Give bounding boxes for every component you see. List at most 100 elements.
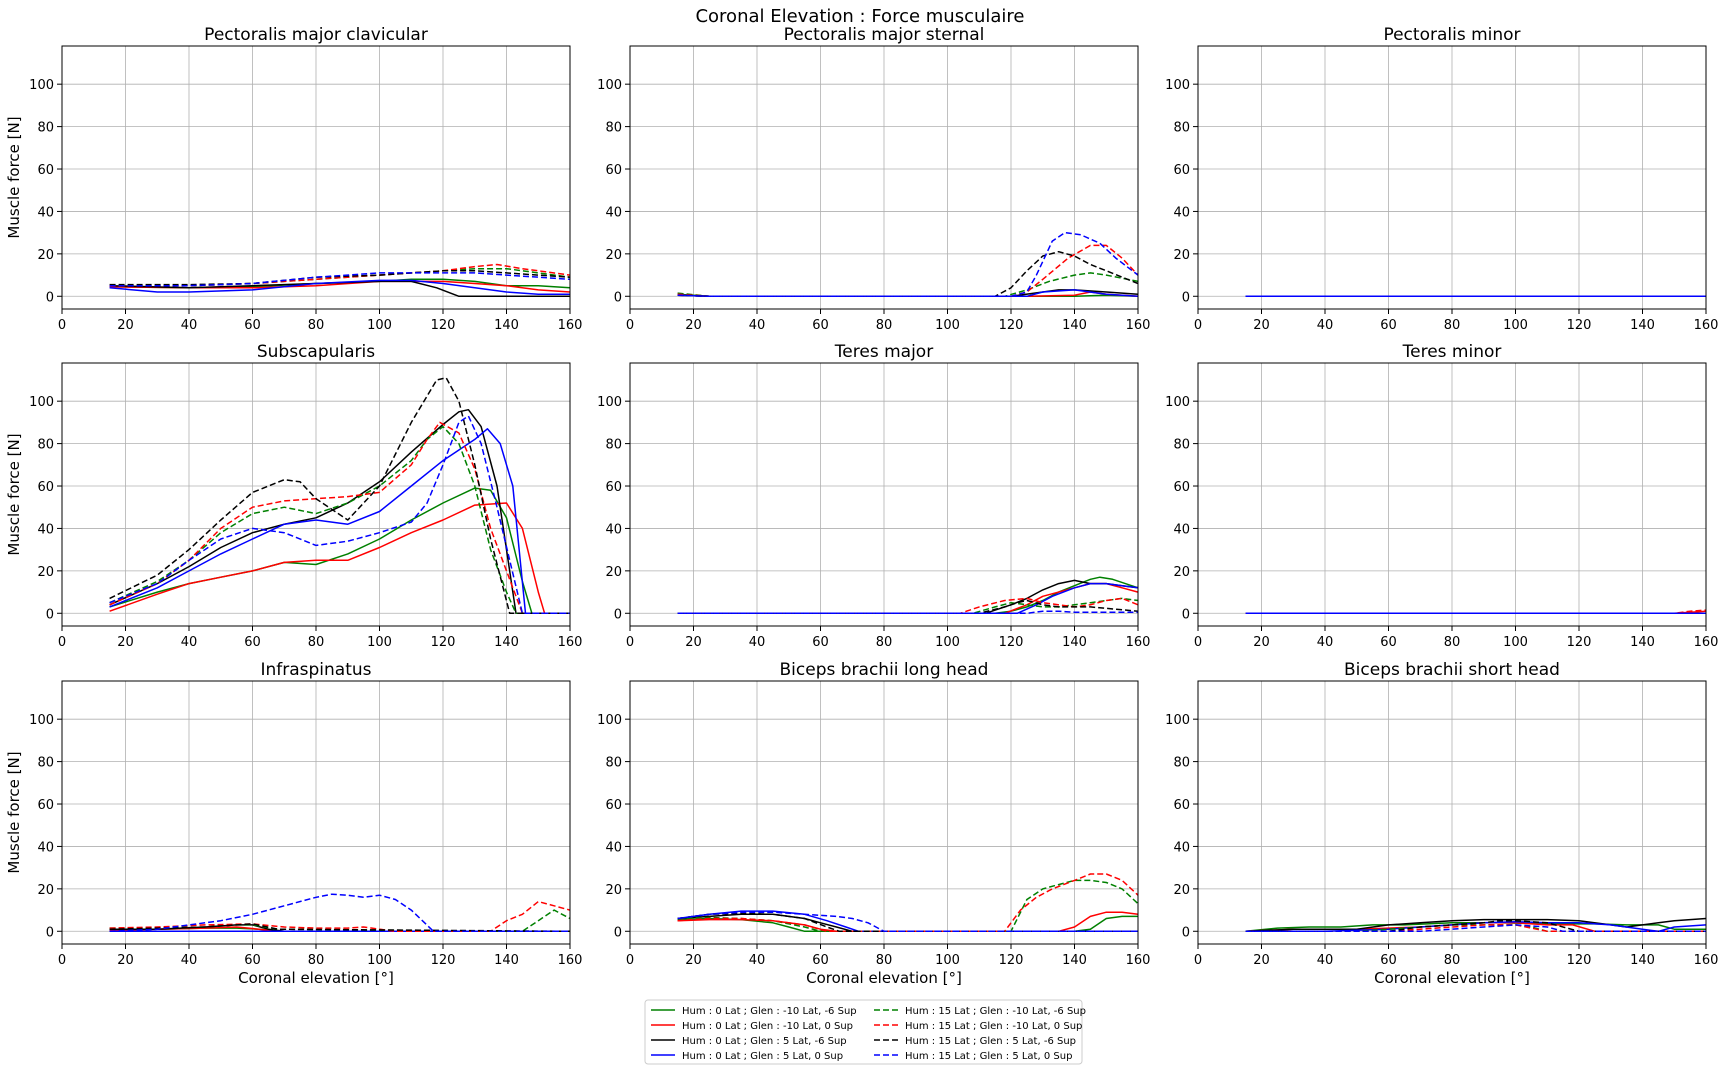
x-tick-label: 140 xyxy=(494,953,519,968)
x-tick-label: 80 xyxy=(876,635,893,650)
x-tick-label: 60 xyxy=(244,318,261,333)
x-tick-label: 40 xyxy=(181,318,198,333)
x-tick-label: 20 xyxy=(1253,318,1270,333)
y-tick-label: 100 xyxy=(1165,713,1190,728)
y-tick-label: 100 xyxy=(597,395,622,410)
x-tick-label: 20 xyxy=(1253,635,1270,650)
subplot-8: 0 20 40 60 80 100 120 140 160 0 20 40 60 80 100 Biceps … xyxy=(597,660,1150,987)
x-tick-label: 140 xyxy=(1630,953,1655,968)
legend-label: Hum : 15 Lat ; Glen : -10 Lat, -6 Sup xyxy=(905,1006,1086,1017)
x-tick-label: 40 xyxy=(749,635,766,650)
legend-label: Hum : 15 Lat ; Glen : -10 Lat, 0 Sup xyxy=(905,1021,1082,1032)
subplot-title: Subscapularis xyxy=(257,342,375,362)
x-tick-label: 40 xyxy=(181,953,198,968)
x-tick-label: 160 xyxy=(1126,953,1151,968)
y-tick-label: 20 xyxy=(37,565,54,580)
y-axis-label: Muscle force [N] xyxy=(5,116,23,238)
subplot-title: Biceps brachii short head xyxy=(1344,660,1560,680)
x-tick-label: 40 xyxy=(749,318,766,333)
x-tick-label: 20 xyxy=(685,953,702,968)
series-line xyxy=(109,415,570,615)
x-tick-label: 100 xyxy=(935,953,960,968)
x-tick-label: 60 xyxy=(1380,635,1397,650)
x-tick-label: 140 xyxy=(1630,318,1655,333)
x-tick-label: 20 xyxy=(685,318,702,333)
y-tick-label: 0 xyxy=(614,925,622,940)
subplot-5: 0 20 40 60 80 100 120 140 160 0 20 40 60 80 100 Teres m… xyxy=(597,342,1150,650)
x-tick-label: 20 xyxy=(117,635,134,650)
x-tick-label: 160 xyxy=(558,318,583,333)
x-tick-label: 0 xyxy=(58,318,66,333)
x-tick-label: 100 xyxy=(1503,953,1528,968)
x-tick-label: 160 xyxy=(1694,953,1719,968)
legend-label: Hum : 0 Lat ; Glen : -10 Lat, 0 Sup xyxy=(682,1021,853,1032)
y-tick-label: 0 xyxy=(1182,925,1190,940)
x-tick-label: 120 xyxy=(999,635,1024,650)
subplot-4: 0 20 40 60 80 100 120 140 160 0 20 40 60 80 100 Subscap… xyxy=(5,342,582,650)
y-tick-label: 100 xyxy=(1165,78,1190,93)
y-tick-label: 40 xyxy=(1173,205,1190,220)
series-line xyxy=(677,599,1139,615)
y-tick-label: 80 xyxy=(605,756,622,771)
axes-frame xyxy=(1197,362,1707,627)
x-tick-label: 80 xyxy=(308,318,325,333)
y-tick-label: 40 xyxy=(605,840,622,855)
series-line xyxy=(109,923,571,933)
x-tick-label: 80 xyxy=(876,953,893,968)
x-tick-label: 100 xyxy=(1503,635,1528,650)
x-axis-label: Coronal elevation [°] xyxy=(806,969,962,987)
x-tick-label: 40 xyxy=(749,953,766,968)
series-line xyxy=(677,272,1139,298)
series-line xyxy=(109,425,570,615)
series-line xyxy=(677,250,1139,298)
subplot-6: 0 20 40 60 80 100 120 140 160 0 20 40 60 80 100 Teres m… xyxy=(1165,342,1718,650)
series-line xyxy=(109,428,570,615)
x-tick-label: 120 xyxy=(431,953,456,968)
series-line xyxy=(109,408,570,615)
axes-frame xyxy=(61,680,571,945)
series-line xyxy=(1245,609,1707,615)
axes-frame xyxy=(629,680,1139,945)
y-tick-label: 60 xyxy=(1173,163,1190,178)
subplot-title: Teres minor xyxy=(1402,342,1502,362)
subplot-title: Pectoralis major clavicular xyxy=(204,25,428,45)
y-tick-label: 100 xyxy=(597,78,622,93)
y-tick-label: 0 xyxy=(1182,290,1190,305)
x-tick-label: 100 xyxy=(1503,318,1528,333)
y-tick-label: 60 xyxy=(1173,480,1190,495)
y-axis-label: Muscle force [N] xyxy=(5,433,23,555)
series-line xyxy=(109,280,570,298)
y-tick-label: 0 xyxy=(46,925,54,940)
legend-frame xyxy=(644,999,1083,1065)
x-tick-label: 80 xyxy=(308,953,325,968)
x-tick-label: 160 xyxy=(1126,318,1151,333)
y-tick-label: 40 xyxy=(37,522,54,537)
y-tick-label: 60 xyxy=(605,798,622,813)
y-tick-label: 80 xyxy=(605,121,622,136)
series-line xyxy=(677,597,1139,615)
x-tick-label: 120 xyxy=(999,318,1024,333)
x-tick-label: 0 xyxy=(626,318,634,333)
x-tick-label: 0 xyxy=(1194,635,1202,650)
series-line xyxy=(677,579,1139,615)
series-line xyxy=(109,421,570,615)
y-tick-label: 60 xyxy=(1173,798,1190,813)
x-tick-label: 120 xyxy=(431,318,456,333)
x-tick-label: 100 xyxy=(367,318,392,333)
series-line xyxy=(677,597,1139,615)
x-tick-label: 60 xyxy=(812,318,829,333)
y-tick-label: 80 xyxy=(37,756,54,771)
legend-label: Hum : 15 Lat ; Glen : 5 Lat, 0 Sup xyxy=(905,1051,1072,1062)
series-line xyxy=(677,582,1139,615)
x-tick-label: 40 xyxy=(1317,318,1334,333)
x-tick-label: 100 xyxy=(367,635,392,650)
x-tick-label: 60 xyxy=(244,635,261,650)
series-line xyxy=(1245,924,1706,933)
x-tick-label: 140 xyxy=(1630,635,1655,650)
y-tick-label: 40 xyxy=(37,205,54,220)
y-tick-label: 0 xyxy=(1182,607,1190,622)
x-tick-label: 60 xyxy=(812,635,829,650)
series-line xyxy=(109,377,570,615)
y-tick-label: 20 xyxy=(605,565,622,580)
